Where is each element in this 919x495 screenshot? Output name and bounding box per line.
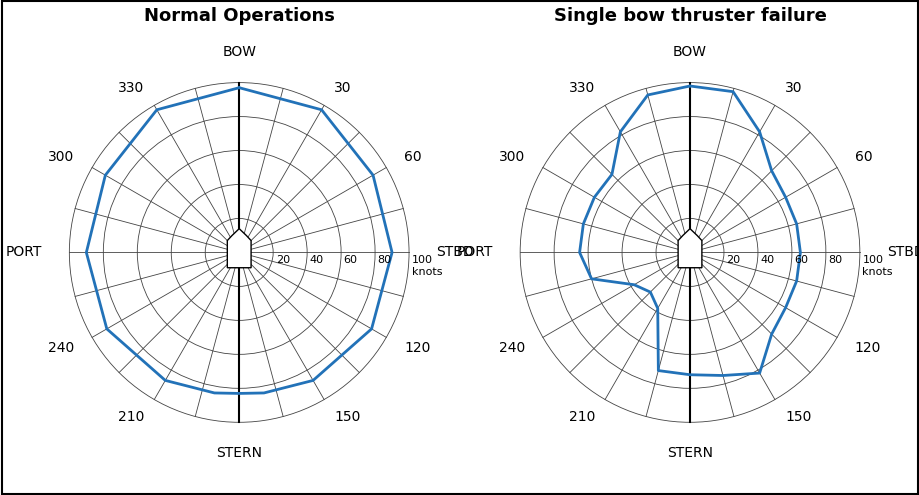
- Text: 60: 60: [854, 150, 871, 164]
- Text: STERN: STERN: [216, 446, 262, 460]
- Text: 80: 80: [377, 255, 391, 265]
- Text: 150: 150: [334, 410, 360, 424]
- Text: 30: 30: [784, 81, 801, 95]
- Text: STERN: STERN: [666, 446, 712, 460]
- Text: 80: 80: [827, 255, 842, 265]
- Polygon shape: [677, 229, 701, 268]
- Text: 100
knots: 100 knots: [861, 255, 892, 277]
- Text: 150: 150: [784, 410, 811, 424]
- Text: 300: 300: [498, 150, 525, 164]
- Text: 240: 240: [498, 341, 525, 354]
- Text: STBD: STBD: [886, 246, 919, 259]
- Text: 60: 60: [403, 150, 421, 164]
- Text: BOW: BOW: [222, 45, 255, 59]
- Text: 210: 210: [568, 410, 595, 424]
- Text: 100
knots: 100 knots: [411, 255, 442, 277]
- Title: Normal Operations: Normal Operations: [143, 6, 335, 25]
- Text: 60: 60: [344, 255, 357, 265]
- Title: Single bow thruster failure: Single bow thruster failure: [553, 6, 825, 25]
- Polygon shape: [227, 229, 251, 268]
- Text: 210: 210: [118, 410, 144, 424]
- Text: 330: 330: [568, 81, 595, 95]
- Text: 40: 40: [310, 255, 323, 265]
- Text: 120: 120: [854, 341, 880, 354]
- Text: BOW: BOW: [673, 45, 706, 59]
- Text: 40: 40: [760, 255, 774, 265]
- Text: PORT: PORT: [456, 246, 493, 259]
- Text: 20: 20: [276, 255, 289, 265]
- Text: 240: 240: [48, 341, 74, 354]
- Text: 60: 60: [794, 255, 808, 265]
- Text: 30: 30: [334, 81, 351, 95]
- Text: 120: 120: [403, 341, 430, 354]
- Text: PORT: PORT: [6, 246, 42, 259]
- Text: 300: 300: [48, 150, 74, 164]
- Text: 330: 330: [118, 81, 144, 95]
- Text: 20: 20: [726, 255, 740, 265]
- Text: STBD: STBD: [436, 246, 473, 259]
